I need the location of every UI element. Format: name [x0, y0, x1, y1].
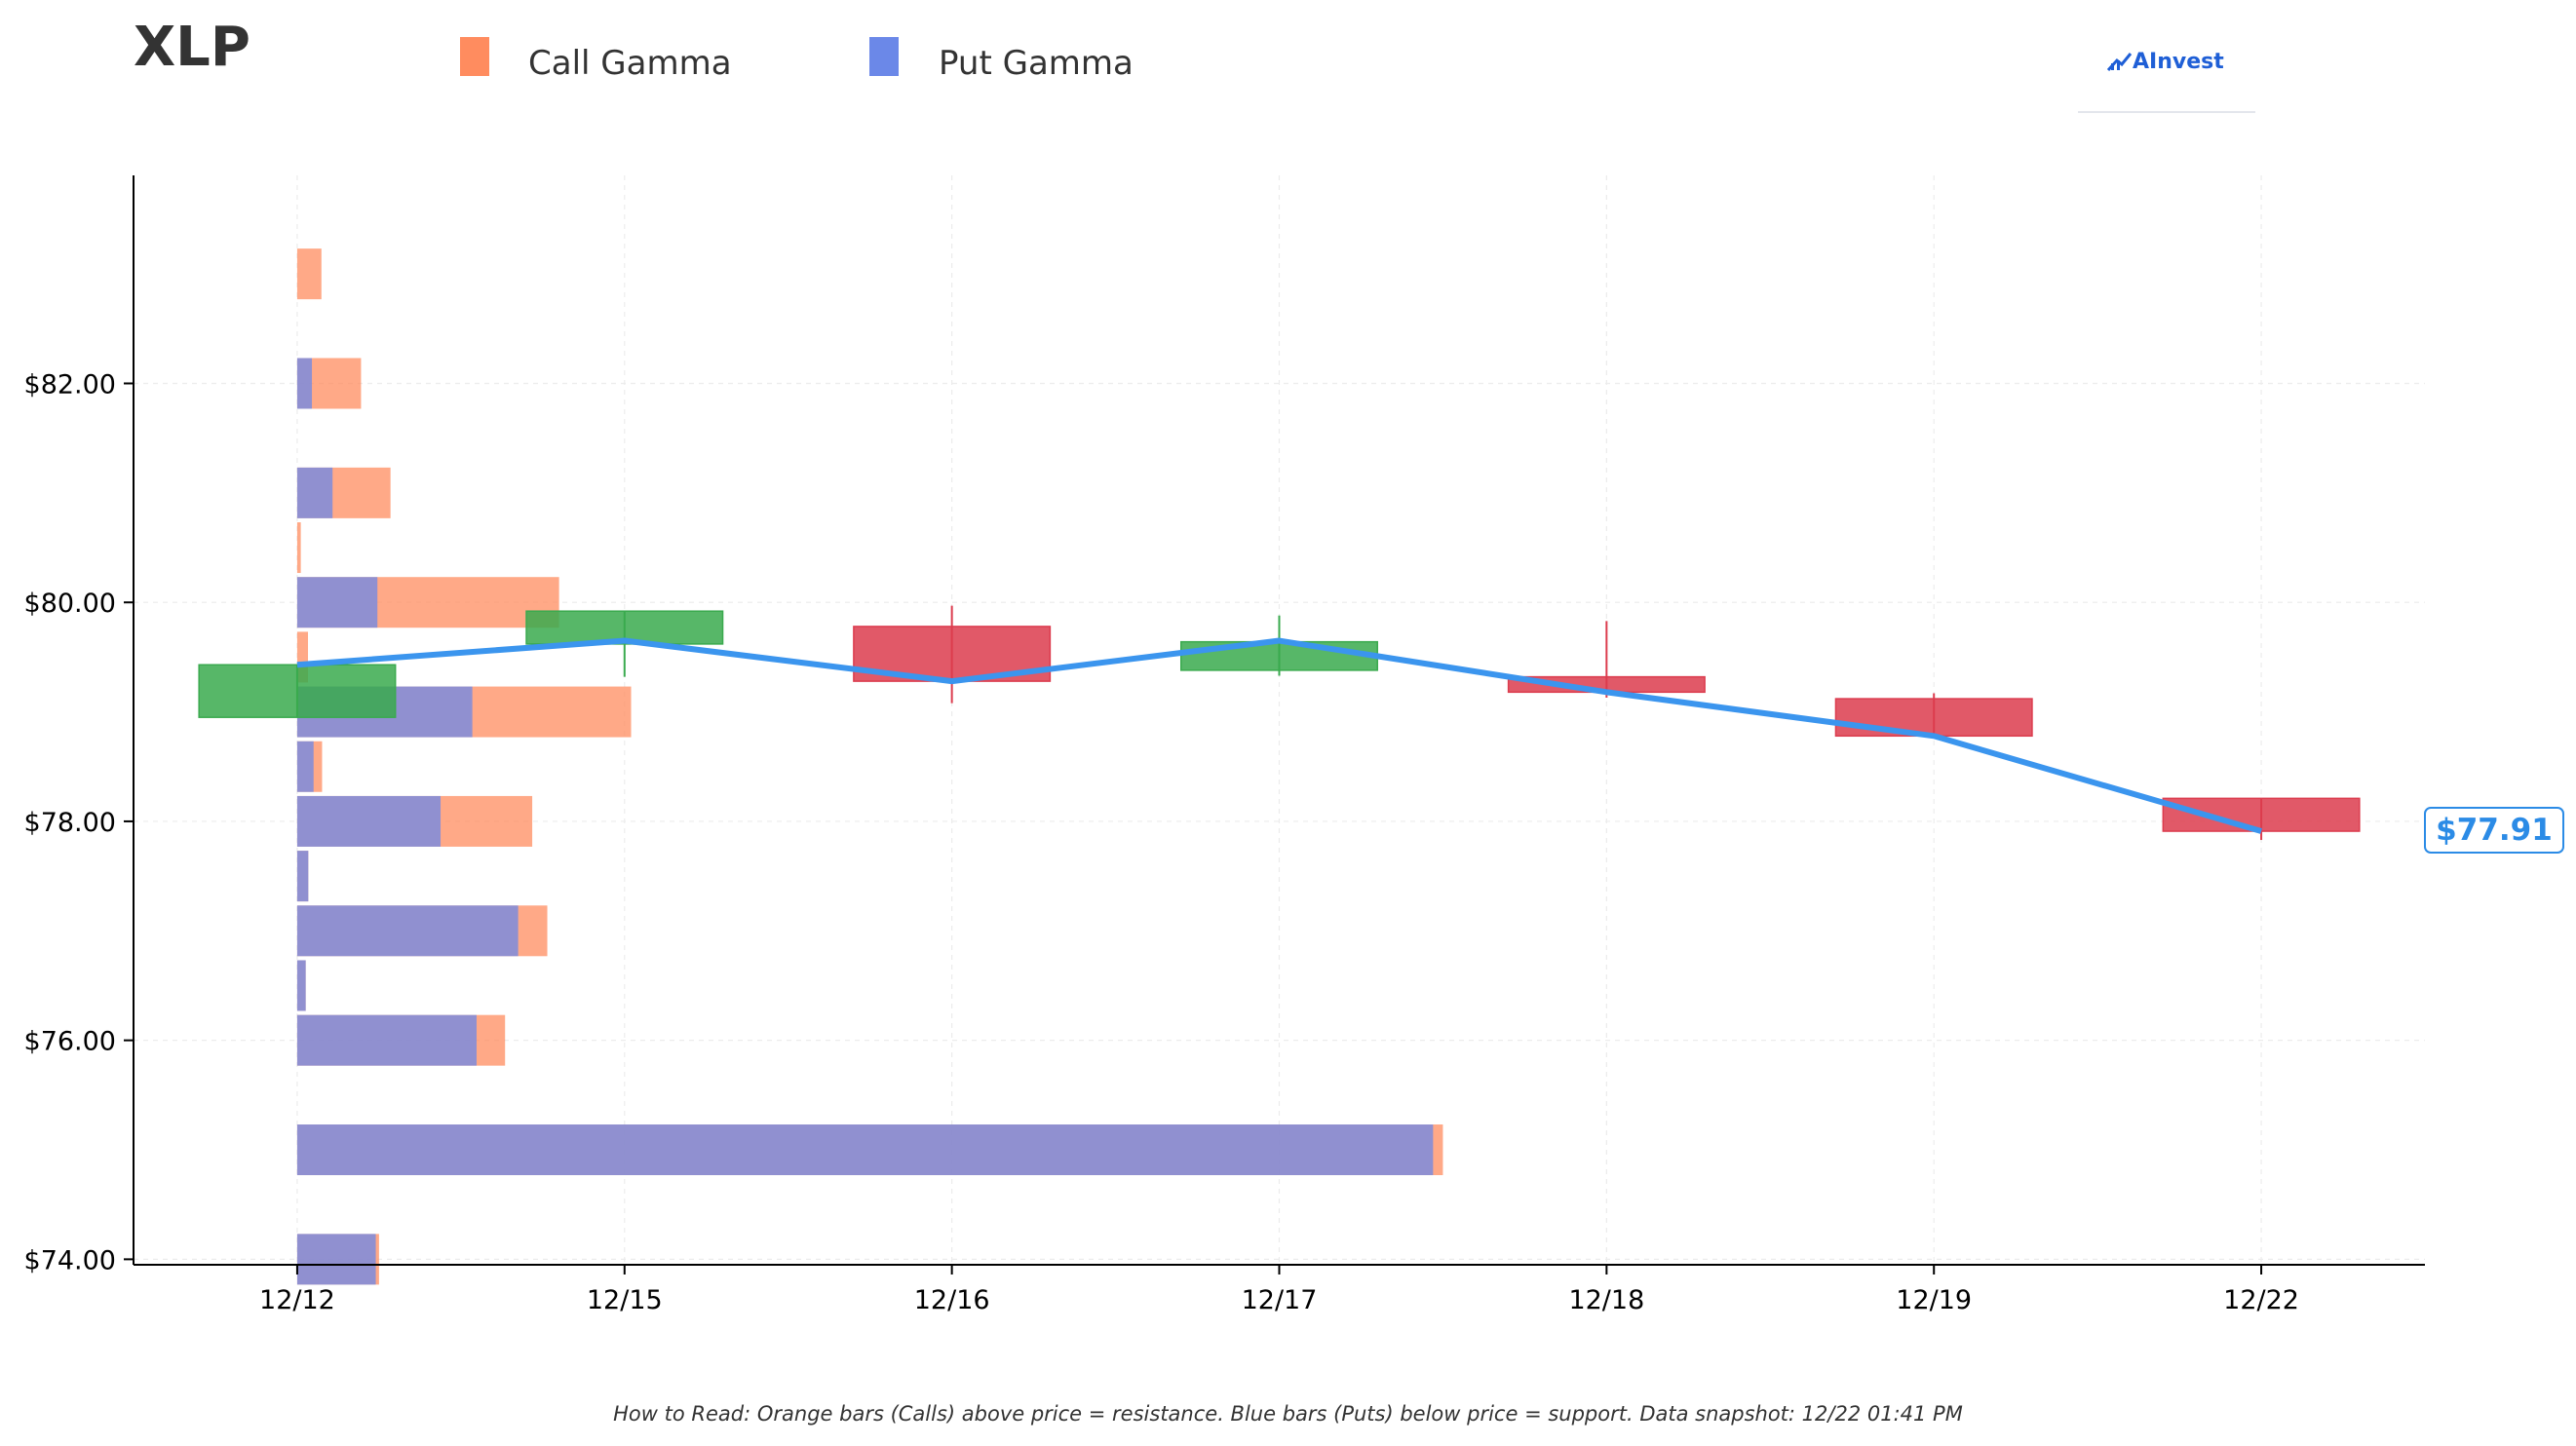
y-tick-label: $76.00	[24, 1027, 116, 1057]
put-gamma-bar	[296, 467, 333, 518]
y-tick-label: $82.00	[24, 369, 116, 400]
x-tick-label: 12/17	[1242, 1285, 1318, 1315]
candle-body	[198, 664, 397, 718]
put-gamma-bar	[296, 851, 309, 902]
close-price-line	[296, 637, 2262, 834]
put-gamma-bar	[296, 1234, 376, 1285]
logo-mountain-icon	[2106, 53, 2133, 72]
chart-title: XLP	[134, 16, 250, 79]
put-gamma-bar	[296, 795, 442, 847]
candle-body	[1834, 698, 2033, 738]
y-tick-label: $74.00	[24, 1245, 116, 1275]
y-tick-label: $80.00	[24, 589, 116, 619]
call-gamma-legend-label: Call Gamma	[528, 44, 732, 83]
put-gamma-bar	[296, 1014, 477, 1066]
candle-body	[2162, 797, 2361, 832]
call-gamma-legend-swatch	[460, 37, 489, 76]
put-gamma-bar	[296, 960, 306, 1011]
x-tick-label: 12/16	[914, 1285, 990, 1315]
axis-layer: $74.00 $76.00 $78.00 $80.00 $82.00 12/12 12/15…	[24, 175, 2425, 1315]
y-tick-label: $78.00	[24, 808, 116, 838]
gamma-layer	[296, 248, 1443, 1285]
put-gamma-bar	[296, 358, 313, 409]
put-gamma-bar	[296, 577, 378, 628]
call-gamma-bar	[296, 522, 301, 574]
call-gamma-bar	[296, 631, 309, 683]
x-tick-label: 12/22	[2223, 1285, 2299, 1315]
call-gamma-bar	[296, 248, 322, 300]
logo-underline	[2078, 111, 2255, 113]
ainvest-logo: AInvest	[2106, 50, 2224, 74]
x-tick-label: 12/18	[1568, 1285, 1644, 1315]
put-gamma-bar	[296, 741, 314, 792]
x-tick-label: 12/15	[587, 1285, 663, 1315]
footnote: How to Read: Orange bars (Calls) above p…	[613, 1402, 1963, 1426]
put-gamma-legend-swatch	[869, 37, 899, 76]
put-gamma-bar	[296, 905, 519, 957]
current-price-label: $77.91	[2424, 807, 2564, 854]
put-gamma-legend-label: Put Gamma	[939, 44, 1134, 83]
candle-body	[1179, 640, 1379, 671]
close-line-layer	[296, 637, 2262, 834]
x-tick-label: 12/19	[1896, 1285, 1972, 1315]
put-gamma-bar	[296, 1124, 1434, 1176]
logo-text: AInvest	[2133, 50, 2224, 74]
x-tick-label: 12/12	[259, 1285, 335, 1315]
